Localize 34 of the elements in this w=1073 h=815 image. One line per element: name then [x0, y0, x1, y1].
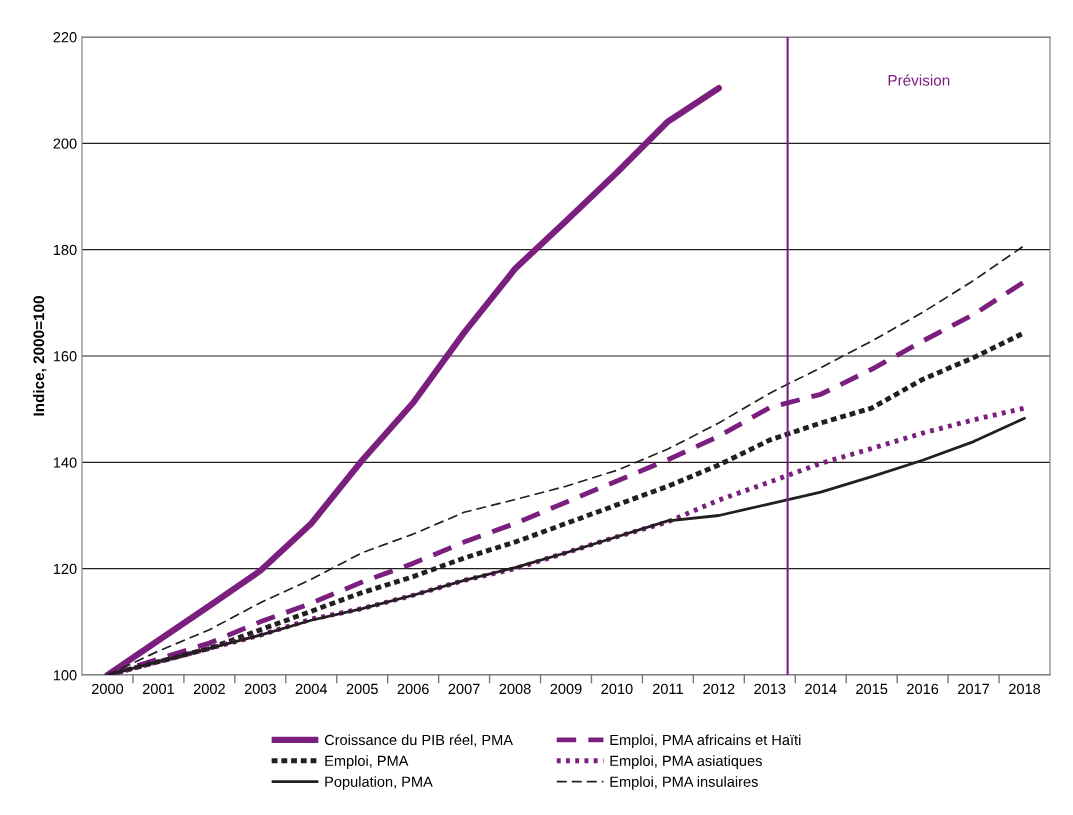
- ref-line-label: Prévision: [888, 74, 950, 86]
- x-tick-label: 2011: [652, 683, 683, 695]
- legend-label: Croissance du PIB réel, PMA: [324, 734, 513, 747]
- legend-label: Emploi, PMA asiatiques: [610, 755, 762, 769]
- y-tick-label: 200: [53, 138, 77, 149]
- x-tick-label: 2001: [142, 683, 174, 695]
- y-tick-label: 140: [53, 457, 77, 468]
- legend-label: Emploi, PMA insulaires: [610, 776, 758, 790]
- legend-label: Emploi, PMA: [325, 755, 409, 769]
- x-tick-label: 2004: [295, 683, 328, 695]
- x-tick-label: 2003: [244, 683, 276, 695]
- x-tick-label: 2013: [754, 683, 786, 695]
- x-tick-label: 2015: [856, 683, 888, 695]
- x-tick-label: 2018: [1009, 683, 1041, 695]
- x-tick-label: 2007: [448, 683, 480, 695]
- y-tick-label: 120: [53, 563, 77, 575]
- y-tick-label: 160: [53, 351, 77, 362]
- x-tick-label: 2012: [703, 683, 735, 695]
- y-tick-label: 180: [53, 244, 77, 256]
- x-tick-label: 2006: [397, 683, 429, 695]
- x-tick-label: 2009: [550, 683, 582, 695]
- legend-label: Population, PMA: [325, 776, 433, 790]
- x-tick-label: 2002: [193, 683, 225, 695]
- y-tick-label: 220: [53, 32, 77, 43]
- y-tick-label: 100: [53, 670, 77, 681]
- x-tick-label: 2014: [805, 683, 837, 695]
- x-tick-label: 2010: [601, 683, 633, 695]
- x-tick-label: 2016: [907, 683, 939, 695]
- x-tick-label: 2000: [91, 683, 124, 695]
- legend-label: Emploi, PMA africains et Haïti: [610, 734, 801, 748]
- x-tick-label: 2008: [499, 683, 531, 695]
- x-tick-label: 2017: [958, 683, 990, 695]
- x-tick-label: 2005: [346, 683, 378, 695]
- y-axis-title: Indice, 2000=100: [33, 296, 47, 416]
